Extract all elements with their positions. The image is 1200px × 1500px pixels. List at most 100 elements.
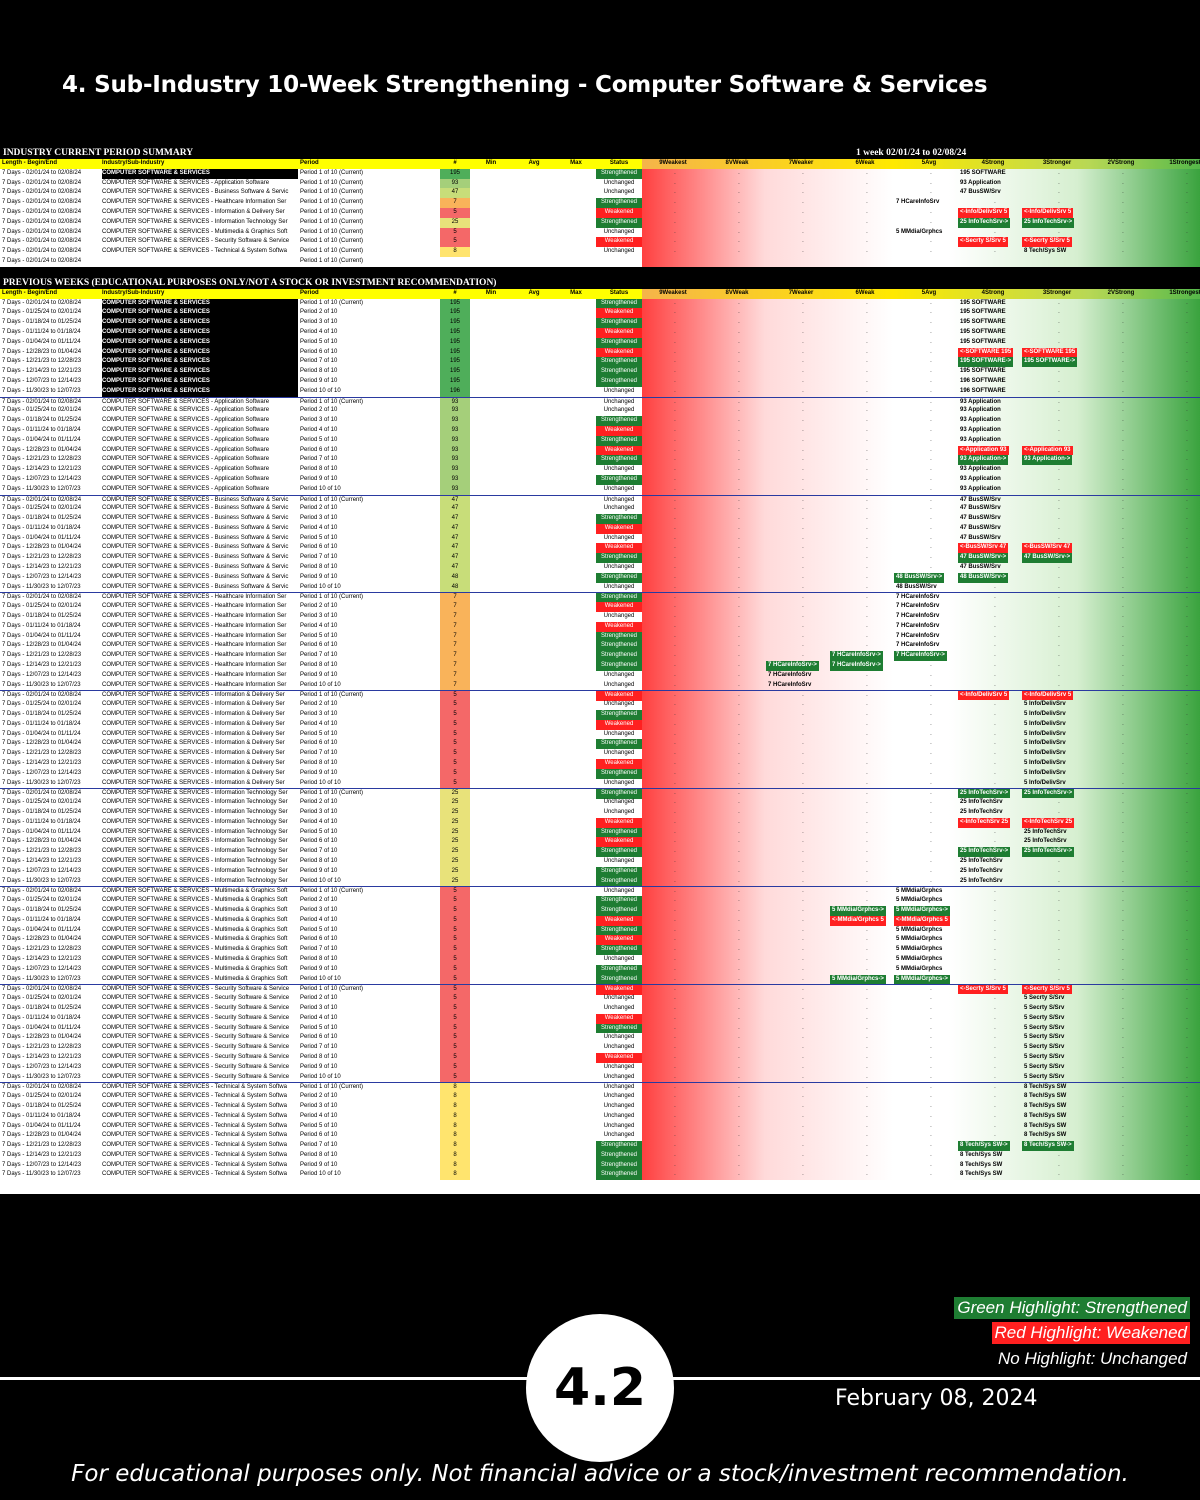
band-dot: . <box>1186 1014 1188 1021</box>
cell-length: 7 Days - 12/14/23 to 12/21/23 <box>2 564 82 571</box>
cell-period: Period 10 of 10 <box>300 779 341 786</box>
band-dot: . <box>1186 965 1188 972</box>
band-dot: . <box>994 1063 996 1070</box>
band-dot: . <box>802 505 804 512</box>
table-row: 7 Days - 11/30/23 to 12/07/23 COMPUTER SO… <box>0 974 1200 985</box>
cell-status: Unchanged <box>603 505 635 512</box>
band-dot: . <box>1122 426 1124 433</box>
table-row: 7 Days - 01/11/24 to 01/18/24 COMPUTER SO… <box>0 1111 1200 1122</box>
band-dot: . <box>930 426 932 433</box>
cell-count: 47 <box>440 553 470 564</box>
report-date: February 08, 2024 <box>835 1386 1038 1411</box>
cell-count: 5 <box>440 237 470 248</box>
rank-tag: 93 Application <box>960 179 1001 186</box>
cell-count: 195 <box>440 318 470 328</box>
rank-tag: 47 BusSW/Srv <box>960 524 1001 531</box>
table-row: 7 Days - 01/25/24 to 02/01/24 COMPUTER SO… <box>0 896 1200 906</box>
band-dot: . <box>674 475 676 482</box>
rank-tag: <-Secrty S/Srv 5 <box>958 985 1008 996</box>
cell-status: Unchanged <box>603 613 635 620</box>
table-row: 7 Days - 12/07/23 to 12/14/23 COMPUTER SO… <box>0 670 1200 681</box>
band-dot: . <box>1186 328 1188 335</box>
cell-length: 7 Days - 02/01/24 to 02/08/24 <box>2 398 82 405</box>
table-row: 7 Days - 12/28/23 to 01/04/24 COMPUTER SO… <box>0 837 1200 848</box>
band-dot: . <box>930 1053 932 1060</box>
band-dot: . <box>802 1132 804 1139</box>
band-dot: . <box>802 1112 804 1119</box>
cell-count: 196 <box>440 386 470 397</box>
band-gradient-bg <box>642 347 1200 358</box>
rank-tag: 47 BusSW/Srv <box>960 189 1001 196</box>
table-row: 7 Days - 02/01/24 to 02/08/24 Period 1 of… <box>0 256 1200 267</box>
band-dot: . <box>738 916 740 923</box>
cell-period: Period 9 of 10 <box>300 671 338 678</box>
band-dot: . <box>866 1014 868 1021</box>
rank-tag: 8 Tech/Sys SW <box>1024 1112 1067 1119</box>
cell-length: 7 Days - 12/28/23 to 01/04/24 <box>2 740 82 747</box>
cell-period: Period 1 of 10 (Current) <box>300 1084 364 1091</box>
cell-period: Period 6 of 10 <box>300 740 338 747</box>
table-row: 7 Days - 01/18/24 to 01/25/24 COMPUTER SO… <box>0 1101 1200 1112</box>
cell-length: 7 Days - 12/07/23 to 12/14/23 <box>2 1063 82 1070</box>
cell-industry: COMPUTER SOFTWARE & SERVICES - Technical… <box>102 1112 287 1119</box>
cell-industry: COMPUTER SOFTWARE & SERVICES - Technical… <box>102 1151 287 1158</box>
band-dot: . <box>1186 377 1188 384</box>
band-dot: . <box>738 238 740 245</box>
table-row: 7 Days - 12/21/23 to 12/28/23 COMPUTER SO… <box>0 1043 1200 1053</box>
cell-length: 7 Days - 12/21/23 to 12/28/23 <box>2 456 82 463</box>
band-dot: . <box>866 594 868 601</box>
band-dot: . <box>994 946 996 953</box>
header-length: Length - Begin/End <box>2 160 57 166</box>
table-row: 7 Days - 02/01/24 to 02/08/24 COMPUTER SO… <box>0 984 1200 996</box>
band-gradient-bg <box>642 474 1200 485</box>
band-dot: . <box>674 1102 676 1109</box>
band-dot: . <box>674 632 676 639</box>
cell-status: Strengthened <box>596 168 642 179</box>
band-dot: . <box>1186 671 1188 678</box>
band-dot: . <box>930 799 932 806</box>
band-dot: . <box>1122 338 1124 345</box>
band-dot: . <box>738 564 740 571</box>
band-dot: . <box>1186 1132 1188 1139</box>
cell-length: 7 Days - 02/01/24 to 02/08/24 <box>2 692 82 699</box>
cell-length: 7 Days - 12/14/23 to 12/21/23 <box>2 368 82 375</box>
cell-length: 7 Days - 12/07/23 to 12/14/23 <box>2 377 82 384</box>
band-dot: . <box>738 594 740 601</box>
cell-length: 7 Days - 01/25/24 to 02/01/24 <box>2 603 82 610</box>
cell-count: 5 <box>440 1023 470 1034</box>
band-gradient-bg <box>642 808 1200 818</box>
band-dot: . <box>738 199 740 206</box>
cell-status: Unchanged <box>603 888 635 895</box>
cell-length: 7 Days - 02/01/24 to 02/08/24 <box>2 299 82 306</box>
cell-length: 7 Days - 01/04/24 to 01/11/24 <box>2 1122 81 1129</box>
band-gradient-bg <box>642 1111 1200 1122</box>
cell-count: 5 <box>440 887 470 898</box>
band-dot: . <box>1058 505 1060 512</box>
cell-industry: COMPUTER SOFTWARE & SERVICES - Security … <box>102 1063 290 1070</box>
rank-tag: 48 BusSW/Srv <box>896 583 937 590</box>
legend-strengthened: Green Highlight: Strengthened <box>954 1297 1190 1319</box>
band-dot: . <box>738 906 740 913</box>
table-row: 7 Days - 02/01/24 to 02/08/24 COMPUTER SO… <box>0 188 1200 199</box>
table-row: 7 Days - 01/04/24 to 01/11/24 COMPUTER SO… <box>0 925 1200 936</box>
header-band-2vstrong: 2VStrong <box>1107 160 1135 166</box>
cell-count: 5 <box>440 935 470 946</box>
cell-count: 5 <box>440 1062 470 1073</box>
band-dot: . <box>866 838 868 845</box>
header-period: Period <box>300 160 319 166</box>
band-dot: . <box>930 515 932 522</box>
cell-industry: COMPUTER SOFTWARE & SERVICES - Applicati… <box>102 426 270 433</box>
cell-status: Unchanged <box>603 1132 635 1139</box>
band-gradient-bg <box>642 789 1200 799</box>
band-dot: . <box>738 642 740 649</box>
band-dot: . <box>674 936 676 943</box>
cell-period: Period 8 of 10 <box>300 857 338 864</box>
band-dot: . <box>738 828 740 835</box>
band-dot: . <box>1122 955 1124 962</box>
band-dot: . <box>1186 189 1188 196</box>
cell-count: 25 <box>440 798 470 808</box>
band-dot: . <box>1122 662 1124 669</box>
rank-tag: <-MMdia/Grphcs 5 <box>830 915 886 926</box>
cell-industry: COMPUTER SOFTWARE & SERVICES - Security … <box>102 1024 290 1031</box>
table-row: 7 Days - 11/30/23 to 12/07/23 COMPUTER SO… <box>0 876 1200 887</box>
